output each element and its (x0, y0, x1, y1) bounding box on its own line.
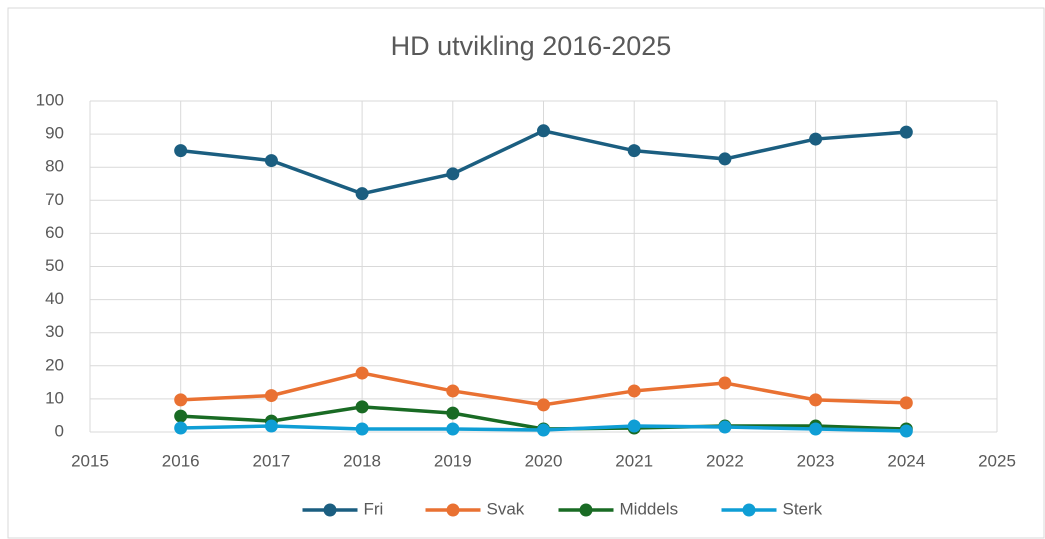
data-point (174, 409, 188, 423)
legend-marker (742, 503, 756, 517)
data-point (627, 384, 641, 398)
legend-marker (446, 503, 460, 517)
y-tick-label: 90 (45, 124, 64, 143)
data-point (174, 393, 188, 407)
data-point (809, 132, 823, 146)
legend-label: Fri (364, 499, 384, 518)
x-tick-label: 2023 (797, 451, 835, 470)
data-point (264, 419, 278, 433)
legend-label: Middels (620, 499, 679, 518)
data-point (899, 125, 913, 139)
y-tick-label: 50 (45, 256, 64, 275)
legend-label: Svak (487, 499, 525, 518)
chart-title: HD utvikling 2016-2025 (391, 31, 672, 61)
legend-label: Sterk (783, 499, 823, 518)
data-point (627, 419, 641, 433)
data-point (627, 144, 641, 158)
data-point (809, 393, 823, 407)
y-tick-label: 60 (45, 223, 64, 242)
data-point (446, 384, 460, 398)
x-tick-label: 2016 (162, 451, 200, 470)
x-tick-label: 2021 (615, 451, 653, 470)
legend-marker (579, 503, 593, 517)
data-point (446, 167, 460, 181)
data-point (355, 400, 369, 414)
x-tick-label: 2022 (706, 451, 744, 470)
data-point (174, 421, 188, 435)
data-point (264, 154, 278, 168)
x-tick-label: 2025 (978, 451, 1016, 470)
data-point (899, 396, 913, 410)
legend-marker (323, 503, 337, 517)
y-tick-label: 80 (45, 157, 64, 176)
y-tick-label: 30 (45, 322, 64, 341)
data-point (718, 152, 732, 166)
data-point (718, 376, 732, 390)
data-point (718, 420, 732, 434)
data-point (809, 422, 823, 436)
data-point (537, 124, 550, 138)
x-tick-label: 2017 (252, 451, 290, 470)
data-point (899, 424, 913, 438)
y-tick-label: 40 (45, 289, 64, 308)
x-tick-label: 2024 (887, 451, 925, 470)
y-tick-label: 10 (45, 388, 64, 407)
data-point (174, 144, 188, 158)
x-tick-label: 2019 (434, 451, 472, 470)
data-point (355, 366, 369, 380)
data-point (264, 389, 278, 403)
x-tick-label: 2015 (71, 451, 109, 470)
y-tick-label: 0 (55, 421, 64, 440)
data-point (537, 398, 550, 412)
y-tick-label: 100 (36, 90, 64, 109)
data-point (537, 423, 550, 437)
data-point (355, 422, 369, 436)
data-point (446, 406, 460, 420)
y-tick-label: 20 (45, 355, 64, 374)
x-tick-label: 2020 (525, 451, 563, 470)
y-tick-label: 70 (45, 190, 64, 209)
x-tick-label: 2018 (343, 451, 381, 470)
data-point (355, 187, 369, 201)
data-point (446, 422, 460, 436)
